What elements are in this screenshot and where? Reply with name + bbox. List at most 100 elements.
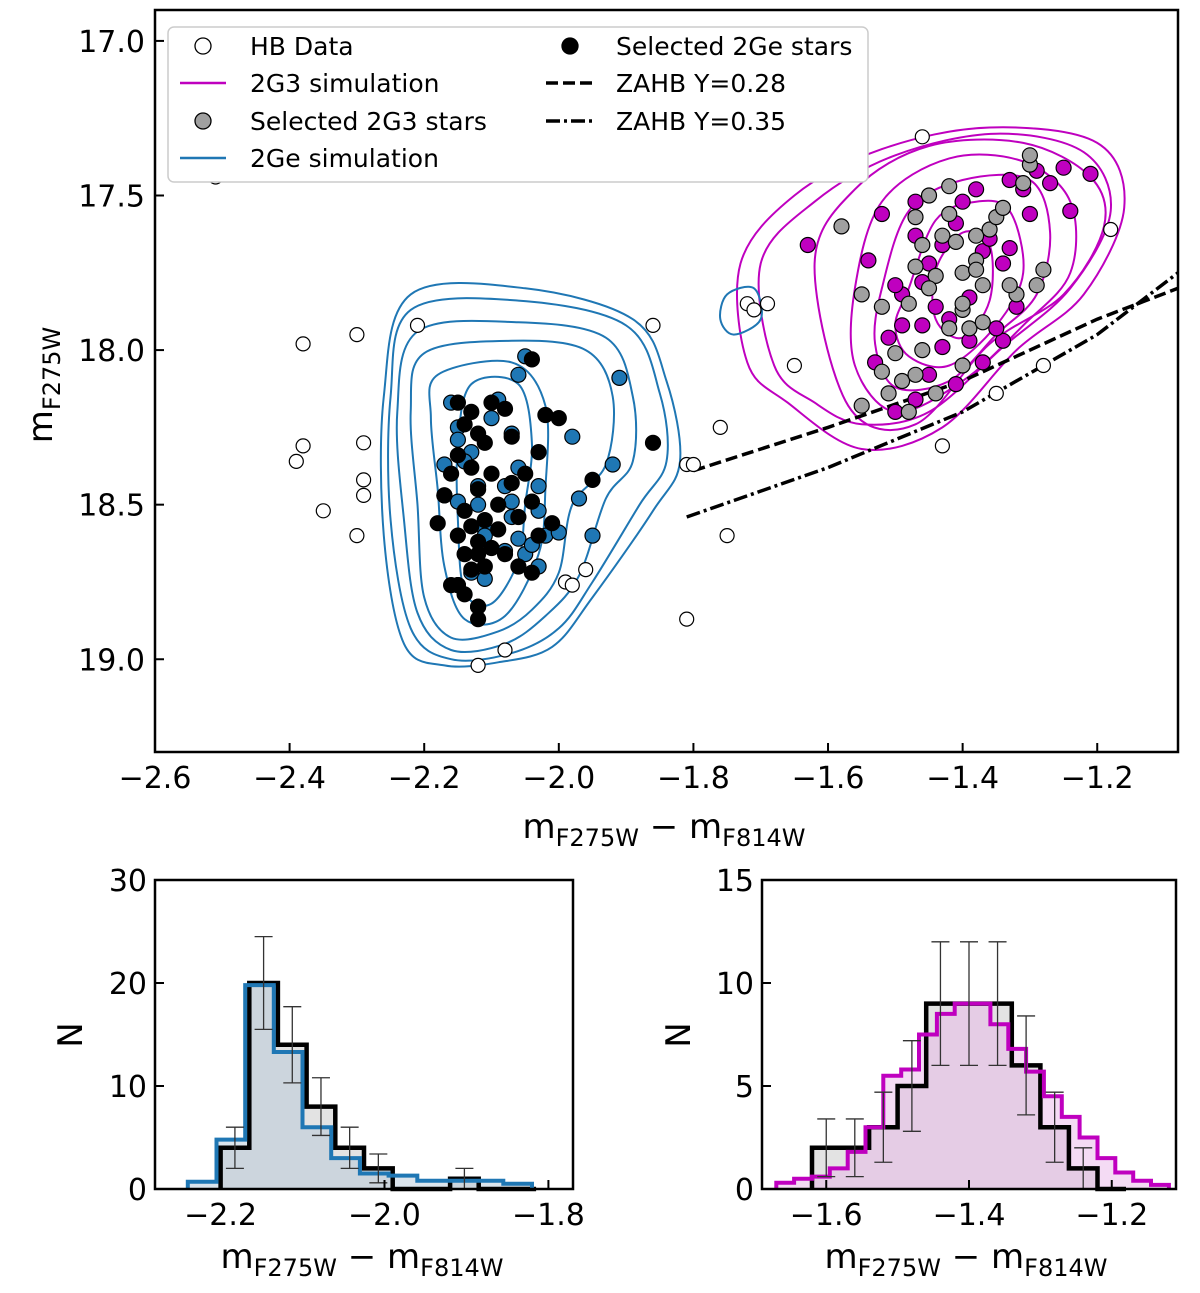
hist-2g3-x-tick-label: −1.2 (1075, 1198, 1148, 1233)
selected-2g3-sim-point (860, 252, 877, 269)
selected-2g3-point (833, 218, 850, 235)
selected-2g3-point (927, 267, 944, 284)
selected-2g3-point (893, 372, 911, 390)
selected-2ge-point (470, 610, 487, 628)
selected-2g3-sim-point (934, 338, 951, 356)
selected-2ge-sim-point (510, 530, 527, 547)
selected-2ge-point (463, 561, 480, 578)
selected-2ge-point (523, 351, 541, 368)
legend-hb-label: HB Data (250, 32, 354, 61)
selected-2ge-point (443, 465, 460, 482)
selected-2ge-point (530, 527, 547, 544)
hist-2ge-simulated-step (185, 983, 534, 1189)
hist-2ge-x-tick-label: −2.2 (184, 1198, 257, 1233)
selected-2ge-sim-point (604, 456, 621, 473)
selected-2g3-point (1035, 261, 1052, 278)
selected-2ge-point (543, 515, 561, 532)
hb-data-point (356, 435, 372, 451)
selected-2g3-point (907, 209, 924, 226)
selected-2g3-sim-point (1001, 240, 1018, 257)
selected-2ge-point (463, 459, 480, 476)
selected-2g3-point (907, 258, 924, 275)
histogram-2ge-frame (153, 878, 575, 1191)
histogram-2ge-bars (185, 936, 537, 1192)
selected-2g3-sim-point (947, 376, 965, 393)
selected-2g3-sim-point (1055, 159, 1072, 176)
hist-2ge-y-axis-label: N (51, 1022, 91, 1047)
hb-data-point (746, 302, 762, 318)
selected-2g3-sim-point (988, 320, 1005, 337)
selected-2ge-point (456, 545, 473, 563)
hist-2ge-y-tick-label: 20 (109, 967, 147, 1002)
selected-2g3-sim-point (927, 298, 944, 315)
hb-data-point (914, 129, 930, 145)
legend: HB Data 2G3 simulation Selected 2G3 star… (167, 26, 869, 183)
contour-2ge-level-2 (409, 339, 615, 641)
main-plot-frame (153, 8, 1180, 754)
selected-2ge-point (517, 465, 534, 482)
hb-data-point (409, 317, 426, 333)
selected-2g3-sim-point (994, 255, 1012, 272)
selected-2g3-sim-point (1021, 205, 1039, 223)
selected-2g3-sim-point (1062, 202, 1079, 220)
selected-2ge-sim-point (570, 490, 588, 507)
x-tick-label: −1.6 (792, 761, 865, 796)
selected-2g3-point (947, 233, 965, 250)
hb-data-point (712, 419, 728, 435)
main-tick-layer: −2.6 −2.4 −2.2 −2.0 −1.8 −1.6 −1.4 −1.2 17.0 17.5… (78, 25, 1133, 796)
selected-2ge-point (644, 434, 662, 451)
selected-2g3-sim-point (887, 403, 904, 420)
hb-data-point (470, 657, 486, 674)
selected-2g3-point (853, 397, 870, 414)
selected-2g3-sim-point (974, 354, 991, 371)
selected-2g3-point (1021, 147, 1039, 164)
hist-2g3-x-axis-label: mF275W − mF814W (824, 1237, 1107, 1282)
hb-data-point (988, 385, 1004, 401)
hist-2ge-y-tick-label: 30 (109, 864, 147, 899)
selected-2ge-sim-point (611, 369, 628, 386)
selected-2ge-point (503, 428, 520, 445)
selected-2g3-point (914, 236, 931, 254)
hb-data-point (295, 336, 311, 352)
selected-2ge-point (490, 496, 507, 513)
x-tick-label: −2.0 (522, 761, 595, 796)
hb-data-point (645, 317, 661, 333)
hb-data-point (315, 503, 331, 519)
selected-2ge-sim-point (449, 431, 466, 448)
selected-2g3-point (900, 403, 917, 420)
selected-2g3-point (941, 205, 958, 223)
legend-2ge-label: Selected 2Ge stars (616, 32, 852, 61)
hist-2ge-x-axis-label: mF275W − mF814W (220, 1237, 503, 1282)
hb-data-point (356, 487, 372, 503)
selected-2g3-point (907, 366, 924, 383)
scatter-point-layer (208, 129, 1119, 674)
selected-2ge-sim-point (503, 493, 520, 510)
selected-2g3-point (914, 342, 931, 359)
selected-2g3-sim-point (873, 205, 891, 223)
selected-2ge-point (476, 511, 493, 529)
legend-2ge-marker (561, 37, 579, 55)
legend-hb-marker (194, 37, 212, 55)
selected-2ge-point (550, 410, 567, 427)
selected-2g3-sim-point (893, 317, 911, 334)
selected-2ge-sim-point (510, 366, 527, 383)
selected-2ge-point (463, 518, 480, 535)
hist-2g3-simulated-step (774, 1001, 1171, 1189)
hist-2g3-x-tick-label: −1.6 (790, 1198, 863, 1233)
selected-2ge-point (476, 558, 493, 575)
histogram-2g3-panel: −1.6 −1.4 −1.2 0 5 10 15 mF275W − mF814W N (659, 864, 1178, 1282)
hb-data-point (685, 456, 702, 473)
hist-2ge-y-tick-label: 0 (128, 1173, 147, 1208)
selected-2ge-point (476, 434, 493, 451)
selected-2ge-point (449, 527, 466, 544)
hist-2g3-y-axis-label: N (659, 1022, 699, 1047)
selected-2g3-sim-point (887, 277, 904, 294)
selected-2ge-point (483, 465, 500, 482)
contour-2g3-level-4 (813, 138, 1107, 431)
selected-2g3-sim-point (907, 193, 924, 210)
selected-2ge-point (496, 545, 514, 563)
x-tick-label: −1.4 (926, 761, 999, 796)
selected-2ge-sim-point (584, 527, 601, 544)
hb-data-point (934, 438, 951, 454)
selected-2ge-point (503, 474, 520, 492)
